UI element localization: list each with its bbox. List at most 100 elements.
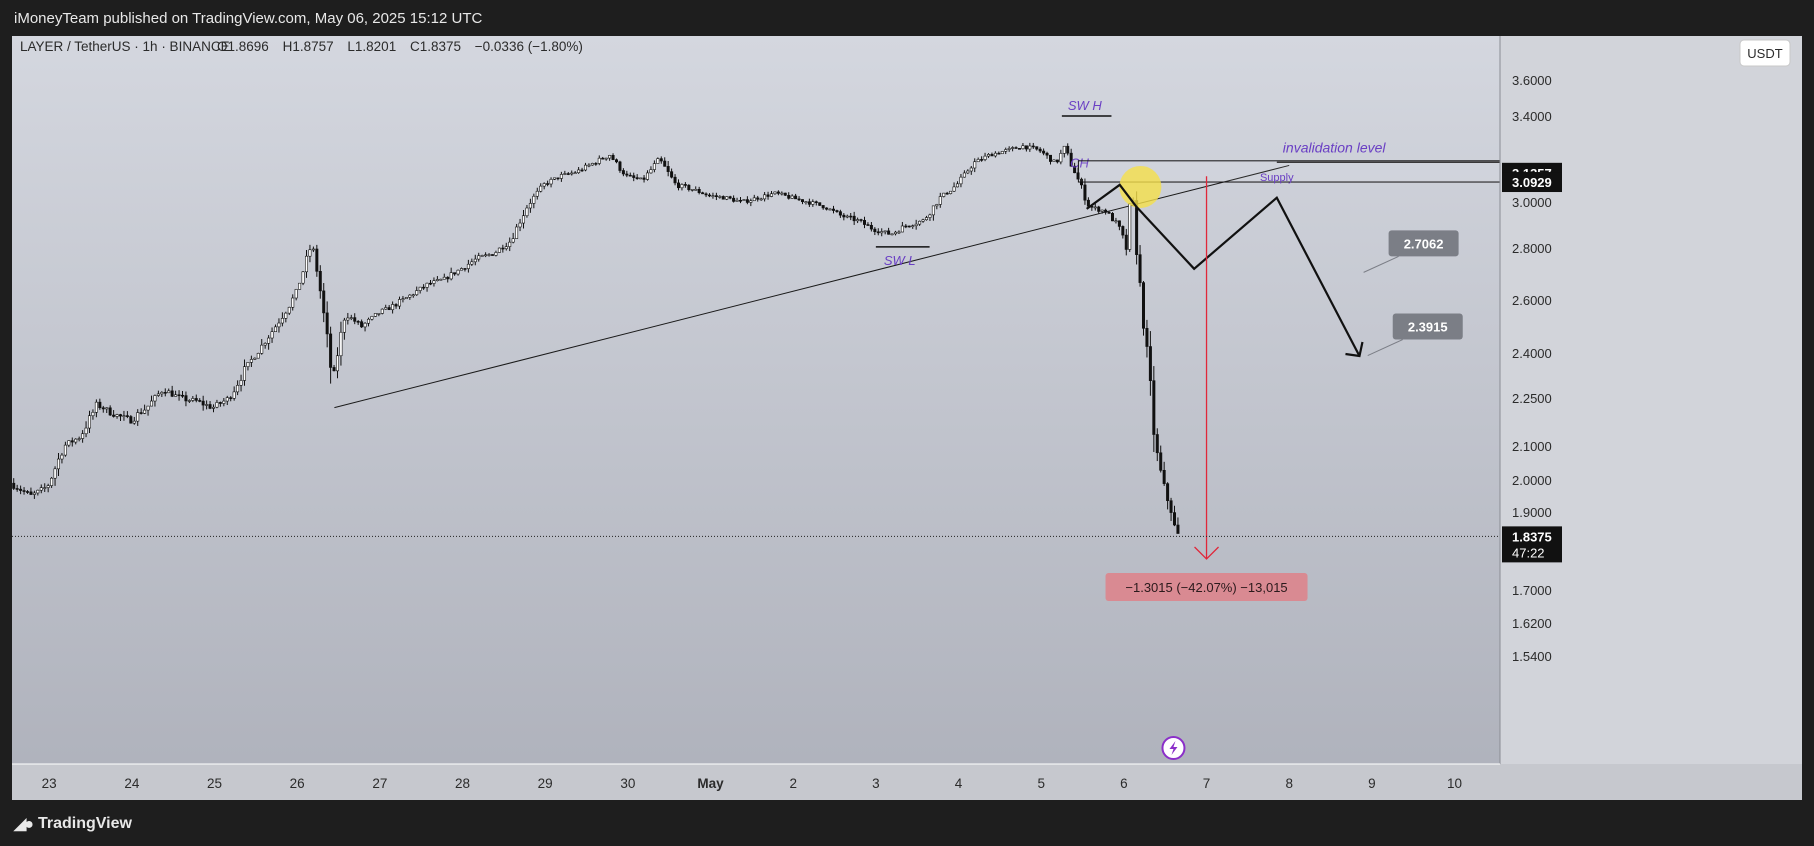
time-tick-label: 27 bbox=[372, 776, 387, 791]
candle-body bbox=[680, 184, 684, 189]
candle-body bbox=[301, 271, 305, 284]
time-axis[interactable]: 23 24 25 26 27 28 29 30 May 2 3 4 5 6 7 8 9 10 bbox=[12, 763, 1802, 800]
candle-body bbox=[139, 412, 143, 414]
candle-body bbox=[156, 393, 160, 396]
candle-body bbox=[742, 199, 746, 201]
candle-body bbox=[132, 420, 136, 424]
candle-body bbox=[373, 313, 377, 317]
candle-body bbox=[473, 258, 477, 263]
time-tick-label: 2 bbox=[789, 776, 797, 791]
candle-body bbox=[353, 317, 357, 322]
publish-line: iMoneyTeam published on TradingView.com,… bbox=[14, 10, 483, 27]
candle-body bbox=[990, 154, 994, 157]
measure-label: −1.3015 (−42.07%) −13,015 bbox=[1125, 580, 1287, 595]
candle-body bbox=[756, 197, 760, 200]
candle-body bbox=[769, 193, 773, 197]
candle-body bbox=[74, 438, 78, 443]
candle-body bbox=[614, 159, 618, 163]
candle-body bbox=[508, 241, 512, 247]
target-leader bbox=[1363, 255, 1399, 273]
candle-body bbox=[105, 407, 109, 410]
candle-body bbox=[639, 177, 643, 180]
time-tick-label: 24 bbox=[124, 776, 140, 791]
price-tick-label: 3.4000 bbox=[1512, 109, 1552, 124]
target-label: 2.3915 bbox=[1408, 320, 1448, 335]
candle-body bbox=[738, 199, 742, 202]
footer: ◢● TradingView bbox=[0, 800, 1814, 846]
candle-body bbox=[1069, 152, 1073, 167]
candle-body bbox=[370, 316, 374, 320]
candle-body bbox=[136, 412, 140, 422]
candle-body bbox=[50, 477, 54, 486]
candle-body bbox=[918, 220, 922, 225]
close-label: C bbox=[410, 39, 420, 54]
candle-body bbox=[263, 343, 267, 346]
candle-body bbox=[694, 189, 698, 191]
candle-body bbox=[635, 177, 639, 180]
candle-body bbox=[322, 290, 326, 314]
tradingview-logo[interactable]: ◢● TradingView bbox=[14, 814, 132, 834]
candle-body bbox=[294, 289, 298, 299]
candle-body bbox=[349, 317, 353, 319]
current-price-tag bbox=[1502, 526, 1562, 563]
candle-body bbox=[721, 196, 725, 200]
candle-body bbox=[838, 211, 842, 216]
price-tick-label: 2.2500 bbox=[1512, 391, 1552, 406]
candle-body bbox=[170, 390, 174, 397]
candle-body bbox=[570, 172, 574, 175]
candle-body bbox=[966, 170, 970, 174]
candle-body bbox=[876, 231, 880, 234]
candle-body bbox=[776, 191, 780, 194]
price-tick-label: 3.0000 bbox=[1512, 195, 1552, 210]
candle-body bbox=[442, 276, 446, 280]
candle-body bbox=[222, 400, 226, 404]
candle-body bbox=[676, 182, 680, 189]
time-tick-label: 4 bbox=[955, 776, 963, 791]
candlestick-chart[interactable]: SW HSW LCHinvalidation levelSupply−1.301… bbox=[12, 36, 1802, 800]
projection-path bbox=[1086, 183, 1361, 357]
price-axis[interactable]: 3.6000 3.4000 3.0000 2.8000 2.6000 2.4000 2.25… bbox=[1499, 36, 1802, 766]
candle-body bbox=[108, 407, 112, 416]
candle-body bbox=[1000, 151, 1004, 155]
candle-body bbox=[1066, 145, 1070, 154]
chart-area[interactable]: SW HSW LCHinvalidation levelSupply−1.301… bbox=[12, 36, 1802, 800]
time-tick-label: 26 bbox=[290, 776, 305, 791]
candle-body bbox=[642, 177, 646, 180]
candle-body bbox=[828, 208, 832, 211]
candle-body bbox=[914, 223, 918, 227]
candle-body bbox=[790, 195, 794, 199]
candle-body bbox=[490, 254, 494, 256]
time-axis-panel[interactable] bbox=[12, 764, 1802, 800]
currency-button-label[interactable]: USDT bbox=[1747, 46, 1782, 61]
candle-body bbox=[959, 176, 963, 185]
candle-body bbox=[587, 164, 591, 167]
time-tick-label: 7 bbox=[1203, 776, 1211, 791]
candle-body bbox=[656, 158, 660, 164]
candle-body bbox=[518, 222, 522, 228]
candle-body bbox=[549, 179, 553, 185]
candle-body bbox=[339, 331, 343, 357]
candle-body bbox=[962, 172, 966, 178]
candle-body bbox=[942, 192, 946, 197]
candle-body bbox=[494, 252, 498, 256]
footer-brand: TradingView bbox=[37, 815, 132, 832]
candle-body bbox=[191, 398, 195, 401]
candle-body bbox=[215, 402, 219, 408]
candle-body bbox=[401, 298, 405, 301]
candle-body bbox=[1055, 159, 1059, 163]
candle-body bbox=[883, 230, 887, 233]
candle-body bbox=[955, 183, 959, 188]
candle-body bbox=[39, 487, 43, 491]
candle-body bbox=[60, 454, 64, 460]
price-tick-label: 2.6000 bbox=[1512, 293, 1552, 308]
candle-body bbox=[521, 215, 525, 224]
candle-body bbox=[232, 391, 236, 399]
currency-button[interactable]: USDT bbox=[1739, 39, 1791, 67]
candle-body bbox=[94, 401, 98, 413]
publish-header: iMoneyTeam published on TradingView.com,… bbox=[0, 0, 1814, 36]
price-tick-label: 2.4000 bbox=[1512, 346, 1552, 361]
candle-body bbox=[19, 488, 23, 491]
candle-body bbox=[88, 415, 92, 429]
time-tick-label: 5 bbox=[1037, 776, 1045, 791]
price-axis-panel[interactable] bbox=[1500, 36, 1802, 766]
